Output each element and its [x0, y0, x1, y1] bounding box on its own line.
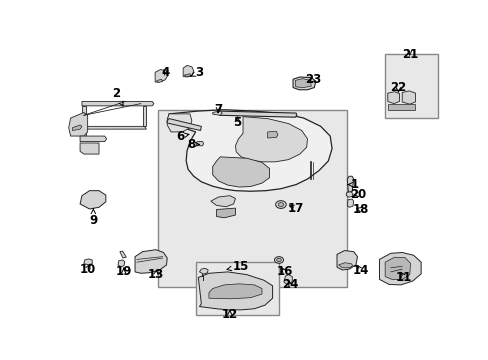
Polygon shape [183, 66, 193, 77]
Text: 8: 8 [187, 138, 199, 151]
Polygon shape [80, 136, 106, 141]
Polygon shape [295, 79, 311, 87]
Circle shape [274, 257, 283, 263]
Text: 17: 17 [287, 202, 304, 215]
Text: 10: 10 [80, 262, 96, 276]
Text: 21: 21 [401, 48, 417, 61]
Polygon shape [135, 250, 167, 273]
Text: 13: 13 [147, 268, 163, 281]
Polygon shape [336, 251, 357, 270]
Circle shape [278, 203, 283, 207]
Polygon shape [208, 284, 262, 299]
Text: 3: 3 [190, 66, 203, 79]
Text: 12: 12 [221, 309, 237, 321]
Text: 9: 9 [89, 208, 97, 227]
Polygon shape [267, 131, 277, 138]
Polygon shape [120, 251, 126, 258]
Polygon shape [155, 69, 168, 82]
Polygon shape [82, 106, 85, 138]
Polygon shape [346, 176, 353, 192]
Text: 14: 14 [352, 264, 368, 277]
Polygon shape [167, 110, 331, 191]
Polygon shape [235, 117, 307, 162]
Text: 18: 18 [352, 203, 368, 216]
Text: 20: 20 [350, 188, 366, 201]
Bar [195, 262, 279, 315]
Polygon shape [401, 91, 415, 104]
Polygon shape [80, 191, 105, 209]
Polygon shape [212, 157, 269, 187]
Text: 16: 16 [276, 265, 292, 278]
Text: 5: 5 [233, 116, 241, 129]
Polygon shape [292, 77, 315, 90]
Polygon shape [84, 259, 92, 265]
Polygon shape [284, 275, 292, 284]
Text: 4: 4 [161, 66, 169, 79]
Polygon shape [346, 192, 352, 197]
Polygon shape [82, 102, 154, 106]
Text: 6: 6 [176, 130, 188, 143]
Polygon shape [68, 112, 87, 136]
Polygon shape [156, 79, 163, 82]
Polygon shape [76, 126, 146, 129]
Polygon shape [387, 104, 415, 110]
Polygon shape [184, 74, 190, 76]
Polygon shape [385, 257, 410, 279]
Polygon shape [118, 260, 124, 267]
Polygon shape [387, 92, 399, 104]
Polygon shape [216, 208, 235, 218]
Polygon shape [142, 106, 146, 126]
Bar [385, 54, 437, 118]
Polygon shape [212, 111, 222, 115]
Text: 19: 19 [115, 265, 132, 278]
Polygon shape [219, 111, 296, 117]
Text: 24: 24 [282, 278, 298, 291]
Text: 15: 15 [226, 260, 249, 273]
Bar [158, 110, 346, 287]
Polygon shape [72, 125, 82, 131]
Text: 22: 22 [389, 81, 406, 94]
Polygon shape [346, 199, 353, 207]
Circle shape [276, 258, 281, 262]
Polygon shape [198, 272, 272, 310]
Polygon shape [199, 268, 208, 274]
Polygon shape [338, 263, 352, 268]
Polygon shape [167, 118, 201, 131]
Polygon shape [379, 252, 420, 285]
Text: 2: 2 [112, 87, 123, 106]
Text: 1: 1 [347, 178, 358, 191]
Text: 7: 7 [214, 103, 222, 116]
Polygon shape [195, 141, 203, 146]
Text: 23: 23 [305, 73, 321, 86]
Text: 11: 11 [395, 271, 411, 284]
Polygon shape [167, 114, 191, 132]
Circle shape [275, 201, 285, 208]
Polygon shape [80, 143, 99, 154]
Polygon shape [210, 195, 235, 207]
